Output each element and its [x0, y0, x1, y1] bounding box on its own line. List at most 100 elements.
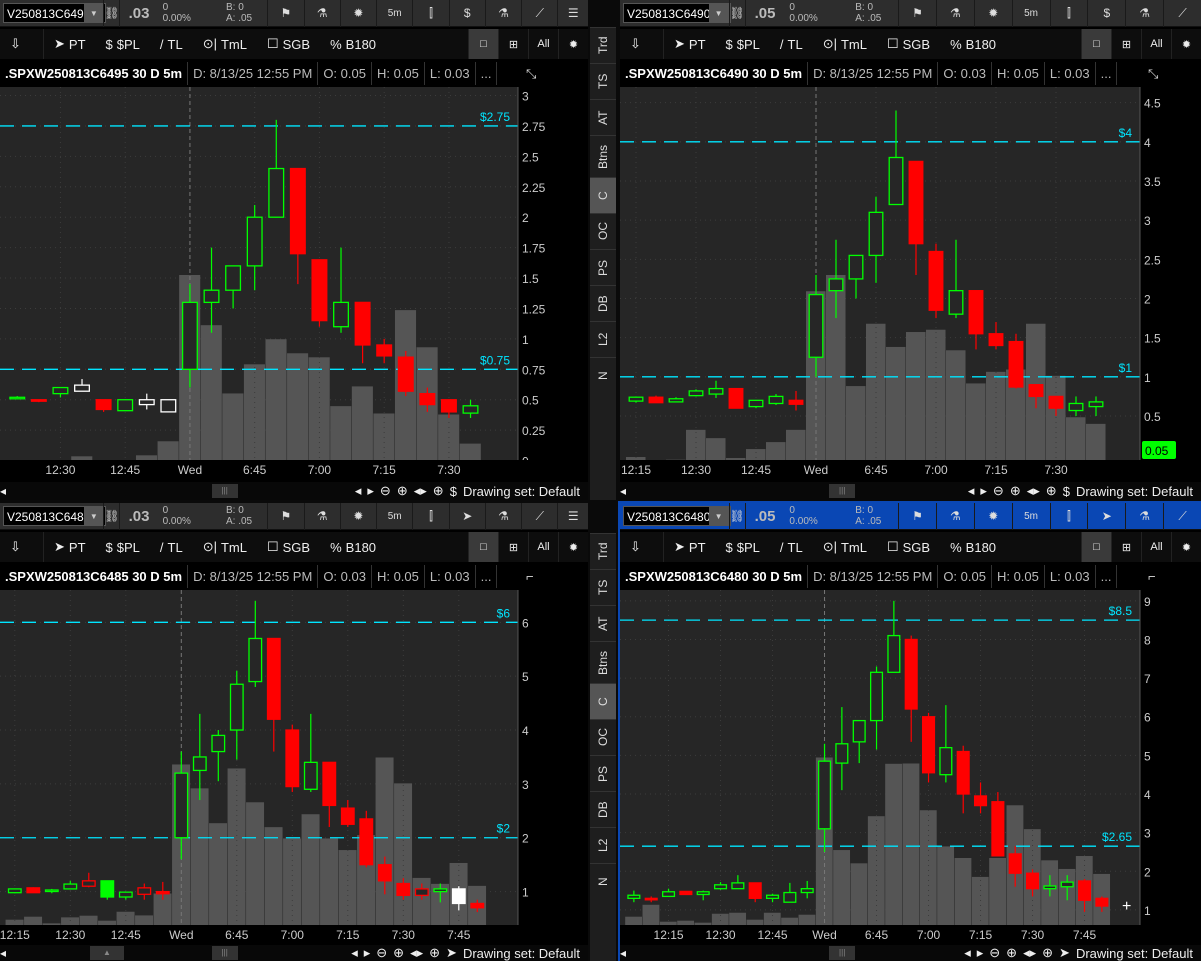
flask-icon[interactable]: ⚗ [484, 502, 521, 530]
tool-tl-button[interactable]: / TL [770, 532, 813, 562]
price-chart[interactable]: 0.5 1 1.5 2 2.5 3 3.5 4 4.5 $4 $1 0.05 [620, 87, 1201, 463]
symbol-dropdown-button[interactable]: ▼ [84, 506, 104, 526]
single-layout-button[interactable]: □ [1081, 29, 1111, 59]
drawing-tools-icon[interactable]: ⟋ [521, 0, 557, 27]
more-info[interactable]: ... [1096, 565, 1118, 588]
chart-alert-icon[interactable]: ⚑ [898, 0, 936, 27]
all-button[interactable]: All [1141, 29, 1171, 59]
more-info[interactable]: ... [1096, 62, 1118, 85]
cursor-icon[interactable]: ➤ [446, 945, 457, 960]
nav-left-arrow[interactable]: ◂ [964, 945, 971, 960]
tool-b180-button[interactable]: % B180 [940, 29, 1006, 59]
grid-layout-button[interactable]: ⊞ [498, 532, 528, 562]
drawing-tools-icon[interactable]: ⟋ [521, 502, 557, 530]
side-tab-ps[interactable]: PS [590, 249, 616, 285]
link-icon[interactable]: ⛓ [103, 0, 120, 27]
side-tab-btns[interactable]: Btns [590, 641, 616, 683]
chart-alert-icon[interactable]: ⚑ [267, 0, 303, 27]
period-button[interactable]: 5m [376, 502, 412, 530]
nav-right-arrow[interactable]: ▸ [367, 483, 374, 498]
flask-icon[interactable]: ⚗ [303, 502, 340, 530]
crosshair-icon[interactable]: ⊕ [1045, 483, 1057, 498]
tool-b180-button[interactable]: % B180 [940, 532, 1006, 562]
drawing-set-label[interactable]: Drawing set: Default [462, 483, 580, 499]
tool-pin-button[interactable]: ⇩ [0, 532, 44, 562]
tool-dpl-button[interactable]: $ $PL [716, 532, 770, 562]
chart-scrollbar[interactable]: ◂ ||| ◂ ▸ ⊖ ⊕ ◂▸ ⊕ ➤ Drawing set: Default [620, 945, 1201, 961]
tool-tl-button[interactable]: / TL [150, 29, 193, 59]
tool-tml-button[interactable]: ⊙| TmL [813, 532, 877, 562]
tool-tml-button[interactable]: ⊙| TmL [813, 29, 877, 59]
nav-left-arrow[interactable]: ◂ [351, 945, 358, 960]
fit-icon[interactable]: ◂▸ [1026, 483, 1040, 498]
fit-icon[interactable]: ◂▸ [1023, 945, 1037, 960]
scroll-left-arrow[interactable]: ◂ [620, 484, 627, 498]
price-chart[interactable]: 1 2 3 4 5 6 $6 $2 [0, 590, 588, 925]
nav-right-arrow[interactable]: ▸ [363, 945, 371, 960]
tool-pt-button[interactable]: ➤ PT [44, 532, 96, 562]
all-button[interactable]: All [528, 29, 558, 59]
tool-dpl-button[interactable]: $ $PL [96, 29, 150, 59]
tool-pin-button[interactable]: ⇩ [0, 29, 44, 59]
drawing-set-label[interactable]: Drawing set: Default [1075, 945, 1193, 961]
tool-b180-button[interactable]: % B180 [320, 29, 386, 59]
tool-b180-button[interactable]: % B180 [320, 532, 386, 562]
price-scale-icon[interactable]: $ [1062, 483, 1070, 499]
side-tab-trd[interactable]: Trd [590, 533, 616, 569]
side-tab-trd[interactable]: Trd [590, 27, 616, 63]
scroll-thumb[interactable]: ||| [829, 946, 856, 960]
tool-tl-button[interactable]: / TL [150, 532, 193, 562]
zoom-out-icon[interactable]: ⊖ [376, 945, 388, 960]
all-button[interactable]: All [528, 532, 558, 562]
cursor-icon[interactable]: ➤ [1087, 502, 1125, 530]
scroll-left-arrow[interactable]: ◂ [620, 946, 627, 960]
flask-icon[interactable]: ⚗ [1125, 0, 1163, 27]
scroll-left-arrow[interactable]: ◂ [0, 946, 7, 960]
chart-alert-icon[interactable]: ⚑ [267, 502, 303, 530]
gear-icon[interactable]: ✹ [973, 502, 1012, 530]
period-button[interactable]: 5m [1011, 0, 1050, 27]
tool-tml-button[interactable]: ⊙| TmL [193, 29, 257, 59]
drawing-tools-icon[interactable]: ⟋ [1163, 502, 1201, 530]
side-tab-btns[interactable]: Btns [590, 135, 616, 177]
symbol-dropdown-button[interactable]: ▼ [84, 3, 104, 23]
tool-dpl-button[interactable]: $ $PL [96, 532, 150, 562]
chart-scrollbar[interactable]: ◂ ||| ◂ ▸ ⊖ ⊕ ◂▸ ⊕ $ Drawing set: Default [0, 482, 588, 500]
style-toggle-icon[interactable]: ⌐ [526, 569, 534, 584]
nav-right-arrow[interactable]: ▸ [980, 483, 987, 498]
single-layout-button[interactable]: □ [1081, 532, 1111, 562]
side-tab-ts[interactable]: TS [590, 63, 616, 99]
symbol-dropdown-button[interactable]: ▼ [708, 506, 729, 526]
gear-button[interactable]: ✹ [558, 29, 588, 59]
style-toggle-icon[interactable]: ⤡ [1148, 65, 1159, 81]
side-tab-ps[interactable]: PS [590, 755, 616, 791]
more-info[interactable]: ... [476, 565, 498, 588]
candle-style-icon[interactable]: ⫿ [412, 502, 448, 530]
flask-icon[interactable]: ⚗ [303, 0, 340, 27]
chart-scrollbar[interactable]: ◂ ||| ▲ ◂ ▸ ⊖ ⊕ ◂▸ ⊕ ➤ Drawing set: Default [0, 945, 588, 961]
price-chart[interactable]: 0 0.25 0.5 0.75 1 1.25 1.5 1.75 2 2.25 2.5 2.75 3 $2.… [0, 87, 588, 463]
gear-icon[interactable]: ✹ [973, 0, 1012, 27]
zoom-out-icon[interactable]: ⊖ [379, 483, 391, 498]
chart-scrollbar[interactable]: ◂ ||| ◂ ▸ ⊖ ⊕ ◂▸ ⊕ $ Drawing set: Default [620, 482, 1201, 500]
side-tab-at[interactable]: AT [590, 605, 616, 641]
drawing-tools-icon[interactable]: ⟋ [1163, 0, 1201, 27]
zoom-in-icon[interactable]: ⊕ [1009, 483, 1021, 498]
flask-icon[interactable]: ⚗ [935, 0, 974, 27]
gear-button[interactable]: ✹ [558, 532, 588, 562]
grid-layout-button[interactable]: ⊞ [1111, 29, 1141, 59]
chart-alert-icon[interactable]: ⚑ [898, 502, 936, 530]
gear-icon[interactable]: ✹ [339, 502, 376, 530]
symbol-input[interactable]: V250813C6485 [3, 506, 107, 526]
symbol-input[interactable]: V250813C6495 [3, 3, 107, 23]
side-tab-ts[interactable]: TS [590, 569, 616, 605]
tool-sgb-button[interactable]: ☐ SGB [257, 532, 320, 562]
cursor-icon[interactable]: ➤ [1059, 945, 1070, 960]
scroll-left-arrow[interactable]: ◂ [0, 484, 7, 498]
style-toggle-icon[interactable]: ⤡ [526, 65, 537, 81]
zoom-in-icon[interactable]: ⊕ [396, 483, 408, 498]
price-chart[interactable]: 1 2 3 4 5 6 7 8 9 $8.5 $2.65 + [620, 590, 1201, 925]
side-tab-l2[interactable]: L2 [590, 321, 616, 357]
fit-icon[interactable]: ◂▸ [410, 945, 424, 960]
drawing-set-label[interactable]: Drawing set: Default [1075, 483, 1193, 499]
